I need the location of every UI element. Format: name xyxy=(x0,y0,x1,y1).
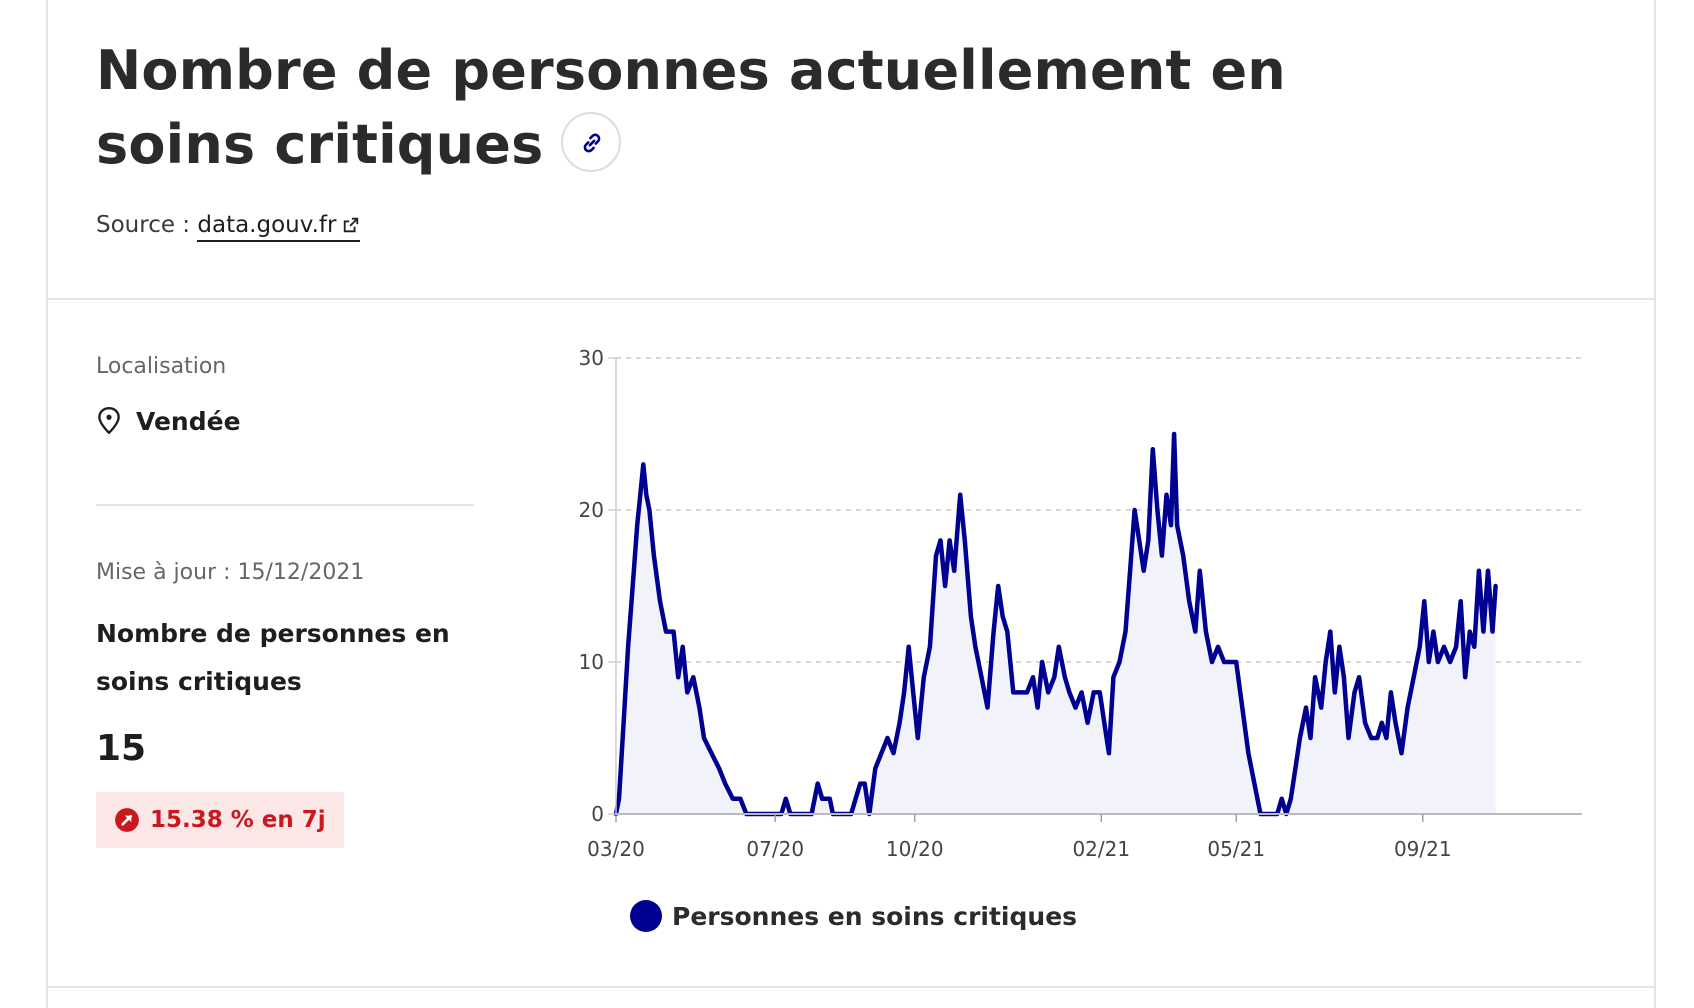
copy-link-button[interactable] xyxy=(561,112,622,173)
arrow-up-right-icon xyxy=(115,808,139,832)
x-axis: 03/20 07/20 10/20 02/21 05/21 09/21 xyxy=(587,814,1452,860)
chart-grid xyxy=(616,357,1582,663)
legend-label: Personnes en soins critiques xyxy=(672,901,1078,931)
y-tick-label: 20 xyxy=(579,498,604,522)
sidebar-divider xyxy=(96,504,474,506)
y-tick-label: 0 xyxy=(591,802,604,826)
link-icon xyxy=(584,133,601,153)
legend-marker xyxy=(630,900,662,932)
indicator-label: Nombre de personnes en soins critiques xyxy=(96,619,450,696)
y-tick-label: 10 xyxy=(579,650,604,674)
chart-legend: Personnes en soins critiques xyxy=(630,900,1077,932)
source-link[interactable]: data.gouv.fr xyxy=(197,212,361,242)
y-tick-label: 30 xyxy=(579,346,604,370)
x-tick-label: 07/20 xyxy=(746,837,804,860)
x-tick-label: 09/21 xyxy=(1394,837,1452,860)
indicator-value: 15 xyxy=(96,728,147,769)
page-title: Nombre de personnes actuellement en soin… xyxy=(96,39,1286,176)
indicator-card: Nombre de personnes actuellement en soin… xyxy=(46,0,1656,1008)
y-axis: 0 10 20 30 xyxy=(579,346,1582,826)
card-bottom-border xyxy=(48,986,1654,988)
series-area-fill xyxy=(616,434,1496,814)
card-header: Nombre de personnes actuellement en soin… xyxy=(48,0,1654,300)
location-value: Vendée xyxy=(96,406,241,436)
x-tick-label: 10/20 xyxy=(886,837,944,860)
trend-badge: 15.38 % en 7j xyxy=(96,792,344,848)
external-link-icon xyxy=(344,217,359,233)
update-date: Mise à jour : 15/12/2021 xyxy=(96,560,365,585)
location-label: Localisation xyxy=(96,354,227,379)
x-tick-label: 02/21 xyxy=(1072,837,1130,860)
chart-area xyxy=(613,431,1498,817)
source-line: Source : data.gouv.fr xyxy=(96,212,361,242)
x-tick-label: 03/20 xyxy=(587,837,645,860)
location-name: Vendée xyxy=(136,406,241,436)
line-chart: 0 10 20 30 03/20 07/20 10/20 02/21 05/21 09/21 xyxy=(579,346,1582,860)
trend-text: 15.38 % en 7j xyxy=(150,807,326,833)
source-label: Source : xyxy=(96,212,198,238)
source-link-text: data.gouv.fr xyxy=(197,212,337,238)
x-tick-label: 05/21 xyxy=(1207,837,1265,860)
map-pin-icon xyxy=(98,406,120,435)
